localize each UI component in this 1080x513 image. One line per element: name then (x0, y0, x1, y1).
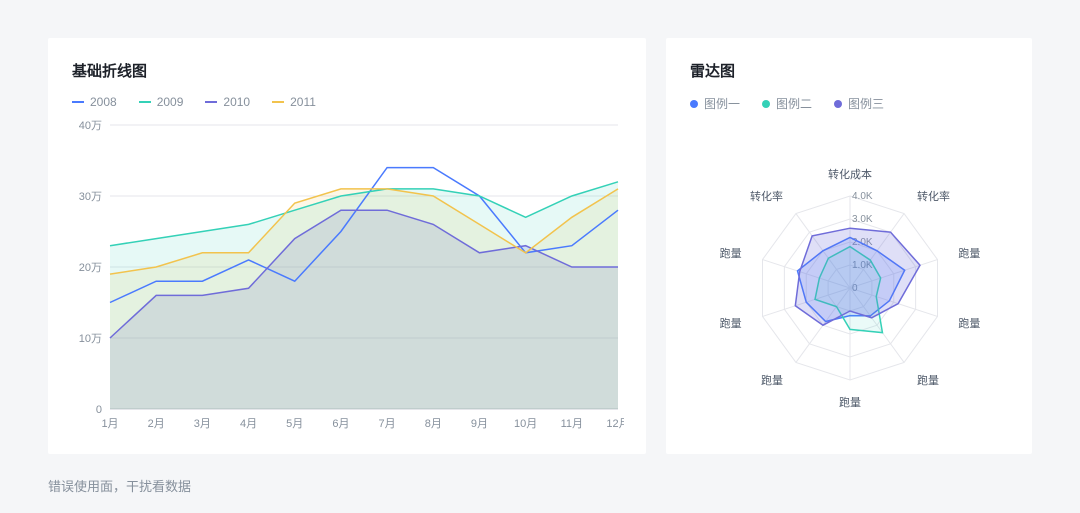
svg-text:跑量: 跑量 (720, 316, 742, 330)
legend-item-2009[interactable]: 2009 (139, 95, 184, 109)
svg-text:6月: 6月 (332, 418, 349, 430)
line-chart-plot: 0 10万 20万 30万 40万 1月 2月 3月 4月 5月 6月 7月 8月 9月 10月 11月 12月 (72, 119, 624, 431)
legend-item-2[interactable]: 图例二 (762, 95, 812, 112)
svg-text:1月: 1月 (101, 418, 118, 430)
radar-chart-plot: 01.0K2.0K3.0K4.0K转化成本转化率跑量跑量跑量跑量跑量跑量跑量转化… (690, 122, 1010, 434)
svg-text:2月: 2月 (148, 418, 165, 430)
radar-chart-legend: 图例一 图例二 图例三 (690, 95, 1008, 112)
legend-item-1[interactable]: 图例一 (690, 95, 740, 112)
svg-text:转化成本: 转化成本 (828, 167, 872, 181)
svg-text:10月: 10月 (514, 418, 537, 430)
svg-text:跑量: 跑量 (761, 373, 783, 387)
line-chart-card: 基础折线图 2008 2009 2010 2011 0 10万 20万 30万 40万 1… (48, 38, 646, 454)
svg-text:7月: 7月 (379, 418, 396, 430)
svg-text:20万: 20万 (79, 262, 102, 274)
legend-item-2010[interactable]: 2010 (205, 95, 250, 109)
svg-text:转化率: 转化率 (750, 189, 783, 203)
svg-text:跑量: 跑量 (720, 246, 742, 260)
svg-text:0: 0 (96, 404, 102, 416)
svg-text:10万: 10万 (79, 333, 102, 345)
svg-text:跑量: 跑量 (958, 246, 980, 260)
line-chart-title: 基础折线图 (72, 60, 622, 81)
svg-text:5月: 5月 (286, 418, 303, 430)
svg-text:8月: 8月 (425, 418, 442, 430)
legend-item-2011[interactable]: 2011 (272, 95, 316, 109)
legend-item-3[interactable]: 图例三 (834, 95, 884, 112)
svg-text:跑量: 跑量 (917, 373, 939, 387)
svg-text:3.0K: 3.0K (852, 214, 873, 225)
svg-text:30万: 30万 (79, 191, 102, 203)
svg-text:跑量: 跑量 (839, 395, 861, 409)
svg-text:9月: 9月 (471, 418, 488, 430)
line-chart-legend: 2008 2009 2010 2011 (72, 95, 622, 109)
caption-text: 错误使用面，干扰看数据 (48, 476, 1032, 495)
radar-chart-title: 雷达图 (690, 60, 1008, 81)
svg-text:12月: 12月 (606, 418, 624, 430)
radar-chart-card: 雷达图 图例一 图例二 图例三 01.0K2.0K3.0K4.0K转化成本转化率… (666, 38, 1032, 454)
svg-text:4月: 4月 (240, 418, 257, 430)
svg-text:转化率: 转化率 (917, 189, 950, 203)
svg-text:11月: 11月 (561, 418, 583, 430)
svg-text:4.0K: 4.0K (852, 191, 873, 202)
svg-text:40万: 40万 (79, 120, 102, 132)
legend-item-2008[interactable]: 2008 (72, 95, 117, 109)
svg-text:跑量: 跑量 (958, 316, 980, 330)
svg-text:3月: 3月 (194, 418, 211, 430)
